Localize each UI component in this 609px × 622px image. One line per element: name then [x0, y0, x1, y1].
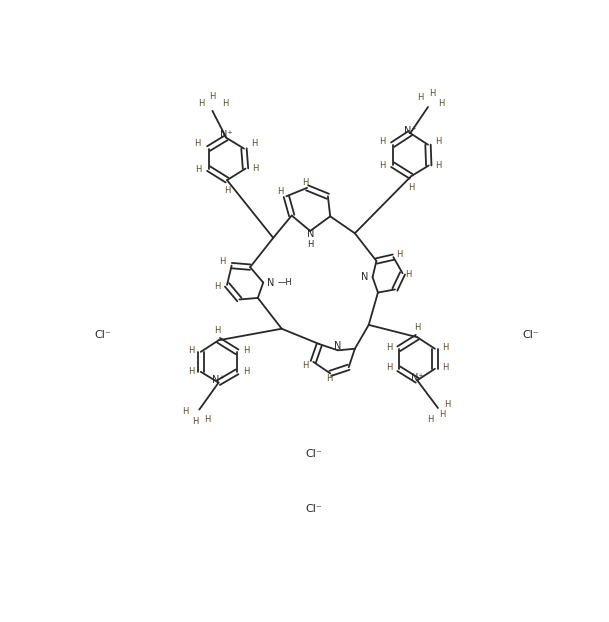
Text: H: H — [192, 417, 199, 425]
Text: H: H — [408, 183, 414, 192]
Text: H: H — [379, 137, 385, 146]
Text: H: H — [222, 100, 228, 108]
Text: H: H — [386, 363, 393, 372]
Text: H: H — [188, 366, 194, 376]
Text: Cl⁻: Cl⁻ — [94, 330, 111, 340]
Text: Cl⁻: Cl⁻ — [306, 449, 322, 459]
Text: H: H — [219, 258, 225, 266]
Text: N⁺: N⁺ — [411, 373, 423, 383]
Text: H: H — [438, 411, 445, 419]
Text: H: H — [417, 93, 423, 102]
Text: H: H — [277, 187, 283, 196]
Text: —H: —H — [278, 278, 292, 287]
Text: H: H — [303, 178, 309, 187]
Text: H: H — [429, 90, 435, 98]
Text: H: H — [182, 407, 189, 416]
Text: H: H — [435, 161, 442, 170]
Text: N: N — [334, 341, 342, 351]
Text: H: H — [442, 343, 448, 351]
Text: H: H — [214, 282, 221, 291]
Text: H: H — [214, 326, 221, 335]
Text: H: H — [307, 240, 314, 249]
Text: H: H — [195, 165, 202, 174]
Text: H: H — [444, 400, 451, 409]
Text: H: H — [326, 374, 333, 383]
Text: H: H — [243, 366, 250, 376]
Text: H: H — [198, 100, 204, 108]
Text: N⁺: N⁺ — [404, 126, 417, 136]
Text: H: H — [442, 363, 448, 372]
Text: H: H — [252, 164, 259, 173]
Text: H: H — [188, 346, 194, 355]
Text: H: H — [303, 361, 309, 370]
Text: N⁺: N⁺ — [220, 131, 233, 141]
Text: H: H — [386, 343, 393, 351]
Text: H: H — [406, 269, 412, 279]
Text: H: H — [435, 137, 441, 146]
Text: H: H — [251, 139, 257, 149]
Text: N: N — [267, 277, 275, 287]
Text: H: H — [438, 100, 445, 108]
Text: H: H — [209, 91, 216, 101]
Text: H: H — [195, 139, 201, 149]
Text: H: H — [225, 187, 231, 195]
Text: H: H — [204, 415, 210, 424]
Text: H: H — [414, 323, 420, 332]
Text: N: N — [306, 229, 314, 239]
Text: Cl⁻: Cl⁻ — [306, 504, 322, 514]
Text: N⁺: N⁺ — [213, 375, 225, 386]
Text: H: H — [243, 346, 250, 355]
Text: H: H — [396, 249, 403, 259]
Text: H: H — [427, 415, 434, 424]
Text: Cl⁻: Cl⁻ — [523, 330, 540, 340]
Text: N: N — [361, 272, 368, 282]
Text: H: H — [379, 161, 385, 170]
